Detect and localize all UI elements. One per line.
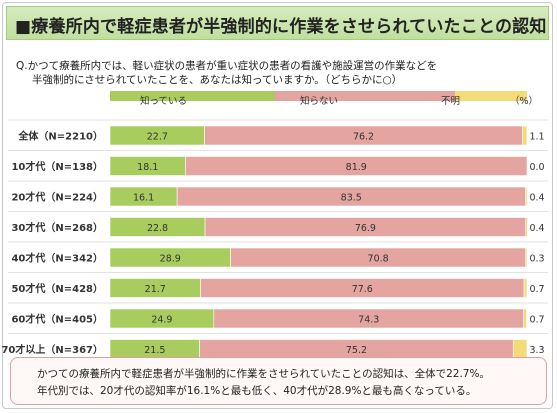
data-label: 1.1 bbox=[529, 132, 544, 143]
bar-segment bbox=[185, 156, 528, 176]
question-text-line2: 半強制的にさせられていたことを、あなたは知っていますか。（どちらかに○） bbox=[32, 74, 403, 86]
category-label: 70才以上（N=367） bbox=[1, 343, 103, 356]
category-label: 10才代（N=138） bbox=[11, 160, 103, 173]
data-label: 83.5 bbox=[341, 193, 362, 204]
data-label: 22.7 bbox=[147, 132, 168, 143]
data-label: 81.9 bbox=[346, 162, 367, 173]
data-label: 18.1 bbox=[137, 162, 158, 173]
summary-note-box bbox=[10, 357, 547, 405]
category-label: 全体（N=2210） bbox=[17, 130, 103, 143]
data-label: 16.1 bbox=[133, 193, 154, 204]
data-label: 74.3 bbox=[358, 315, 379, 326]
summary-note-line1: かつての療養所内で軽症患者が半強制的に作業をさせられていたことの認知は、全体で2… bbox=[37, 368, 490, 380]
data-label: 28.9 bbox=[160, 254, 181, 265]
legend-label-unclear: 不明 bbox=[441, 96, 461, 107]
legend-swatch-unclear bbox=[455, 91, 527, 101]
bar-segment bbox=[523, 278, 528, 298]
category-label: 60才代（N=405） bbox=[11, 313, 103, 326]
category-label: 40才代（N=342） bbox=[11, 252, 103, 265]
unit-label: （%） bbox=[510, 96, 539, 107]
category-label: 20才代（N=224） bbox=[11, 191, 103, 204]
legend-bar bbox=[110, 91, 527, 101]
category-label: 30才代（N=268） bbox=[11, 221, 103, 234]
data-label: 76.9 bbox=[355, 223, 376, 234]
title-bar: ■療養所内で軽症患者が半強制的に作業をさせられていたことの認知 bbox=[6, 6, 549, 40]
data-label: 70.8 bbox=[368, 254, 389, 265]
data-label: 21.5 bbox=[144, 345, 165, 356]
data-label: 0.7 bbox=[529, 315, 544, 326]
chart-title: ■療養所内で軽症患者が半強制的に作業をさせられていたことの認知 bbox=[15, 17, 547, 37]
legend-label-known: 知っている bbox=[140, 96, 188, 107]
data-label: 0.4 bbox=[529, 193, 544, 204]
bar-segment bbox=[525, 247, 528, 268]
data-label: 3.3 bbox=[529, 345, 544, 356]
legend-swatch-unknown bbox=[275, 91, 455, 101]
legend-swatch-known bbox=[110, 91, 275, 101]
data-label: 0.0 bbox=[529, 162, 544, 173]
bar-segment bbox=[525, 217, 528, 237]
data-label: 0.7 bbox=[529, 284, 544, 295]
legend-label-unknown: 知らない bbox=[300, 96, 339, 107]
data-label: 75.2 bbox=[346, 345, 367, 356]
category-label: 50才代（N=428） bbox=[11, 282, 103, 295]
data-label: 22.8 bbox=[147, 223, 168, 234]
question-text-line1: Q.かつて療養所内では、軽い症状の患者が重い症状の患者の看護や施設運営の作業など… bbox=[16, 60, 438, 72]
bar-segment bbox=[522, 125, 528, 146]
bar-segment bbox=[525, 186, 528, 207]
bar-segment bbox=[512, 339, 528, 359]
data-label: 77.6 bbox=[352, 284, 373, 295]
data-label: 0.3 bbox=[529, 254, 544, 265]
data-label: 76.2 bbox=[353, 132, 374, 143]
data-label: 24.9 bbox=[151, 315, 172, 326]
data-label: 0.4 bbox=[529, 223, 544, 234]
summary-note-line2: 年代別では、20才代の認知率が16.1%と最も低く、40才代が28.9%と最も高… bbox=[37, 385, 477, 397]
bar-segment bbox=[523, 308, 527, 329]
data-label: 21.7 bbox=[145, 284, 166, 295]
